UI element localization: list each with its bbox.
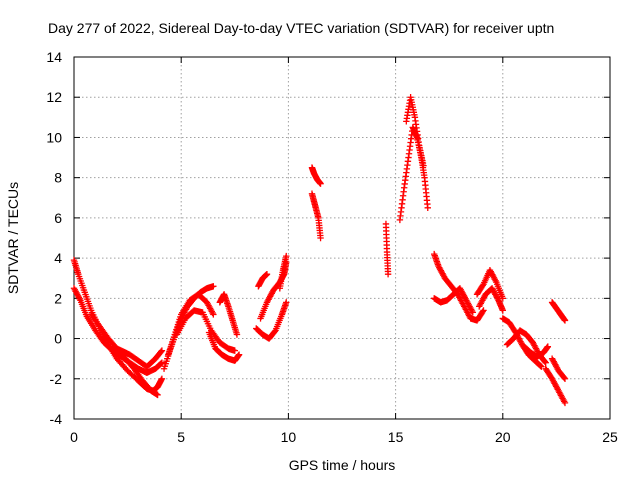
series-trace-r (403, 94, 427, 169)
data-point (538, 363, 545, 370)
data-point (541, 358, 549, 365)
x-tick-label: 10 (281, 429, 297, 445)
y-tick-labels: -4 -2 0 2 4 6 8 10 12 14 (46, 49, 62, 427)
data-point (420, 162, 427, 169)
x-tick-label: 15 (388, 429, 404, 445)
data-point (499, 307, 506, 314)
y-tick-label: 8 (54, 170, 62, 186)
series-trace-o (308, 190, 324, 242)
data-point (154, 391, 161, 399)
data-point (384, 271, 392, 278)
data-point (317, 234, 324, 242)
data-point (542, 359, 549, 366)
series-trace-ab (548, 299, 569, 324)
data-point (424, 204, 431, 212)
y-tick-label: -2 (50, 371, 63, 387)
series-trace-t (430, 285, 476, 316)
data-point (233, 331, 241, 338)
data-point (317, 180, 324, 187)
series-trace-aa (548, 355, 569, 382)
y-tick-label: 4 (54, 250, 62, 266)
y-tick-label: 10 (46, 129, 62, 145)
data-point (210, 283, 217, 290)
series-trace-c (87, 311, 161, 399)
series-trace-g (173, 307, 238, 354)
series-trace-v (476, 285, 506, 314)
data-point (263, 271, 271, 278)
data-point (158, 375, 166, 382)
data-point (283, 252, 290, 260)
data-point (210, 311, 217, 318)
data-points (70, 94, 569, 407)
data-point (235, 351, 243, 358)
series-trace-e (160, 283, 217, 372)
series-trace-s (430, 250, 487, 324)
series-trace-j (253, 299, 290, 342)
plot-frame (73, 56, 611, 420)
data-point (480, 307, 487, 314)
data-point (561, 375, 569, 382)
chart-title: Day 277 of 2022, Sidereal Day-to-day VTE… (48, 20, 554, 36)
series-trace-i (216, 291, 241, 338)
data-point (560, 374, 568, 381)
data-point (469, 309, 476, 316)
series-trace-h (205, 329, 243, 364)
data-point (157, 348, 165, 355)
series-trace-f (165, 291, 217, 358)
data-point (158, 359, 166, 366)
x-tick-label: 20 (495, 429, 511, 445)
data-point (231, 347, 238, 354)
series-trace-p (382, 220, 392, 278)
y-axis-label: SDTVAR / TECUs (5, 182, 21, 294)
gridlines (74, 57, 610, 419)
data-point (283, 299, 290, 306)
x-tick-label: 25 (602, 429, 618, 445)
series-trace-n (308, 164, 324, 187)
data-point (544, 343, 552, 350)
y-tick-label: 6 (54, 210, 62, 226)
x-tick-label: 5 (177, 429, 185, 445)
x-tick-labels: 0 5 10 15 20 25 (70, 429, 618, 445)
data-point (158, 347, 166, 354)
data-point (561, 317, 569, 324)
data-point (537, 362, 544, 370)
y-tick-label: 2 (54, 290, 62, 306)
y-tick-label: -4 (50, 411, 63, 427)
series-trace-d (109, 343, 166, 370)
x-tick-label: 0 (70, 429, 78, 445)
series-trace-u (473, 266, 506, 302)
series-trace-y (521, 343, 552, 360)
series-trace-k (255, 271, 271, 290)
series-trace-q (396, 124, 431, 224)
data-point (561, 399, 569, 407)
y-tick-label: 12 (46, 89, 62, 105)
series-trace-m (276, 252, 290, 292)
y-tick-label: 0 (54, 331, 62, 347)
data-point (479, 308, 486, 315)
y-tick-label: 14 (46, 49, 62, 65)
x-axis-label: GPS time / hours (289, 457, 396, 473)
series-trace-z (542, 365, 569, 407)
axis-ticks (73, 56, 611, 420)
